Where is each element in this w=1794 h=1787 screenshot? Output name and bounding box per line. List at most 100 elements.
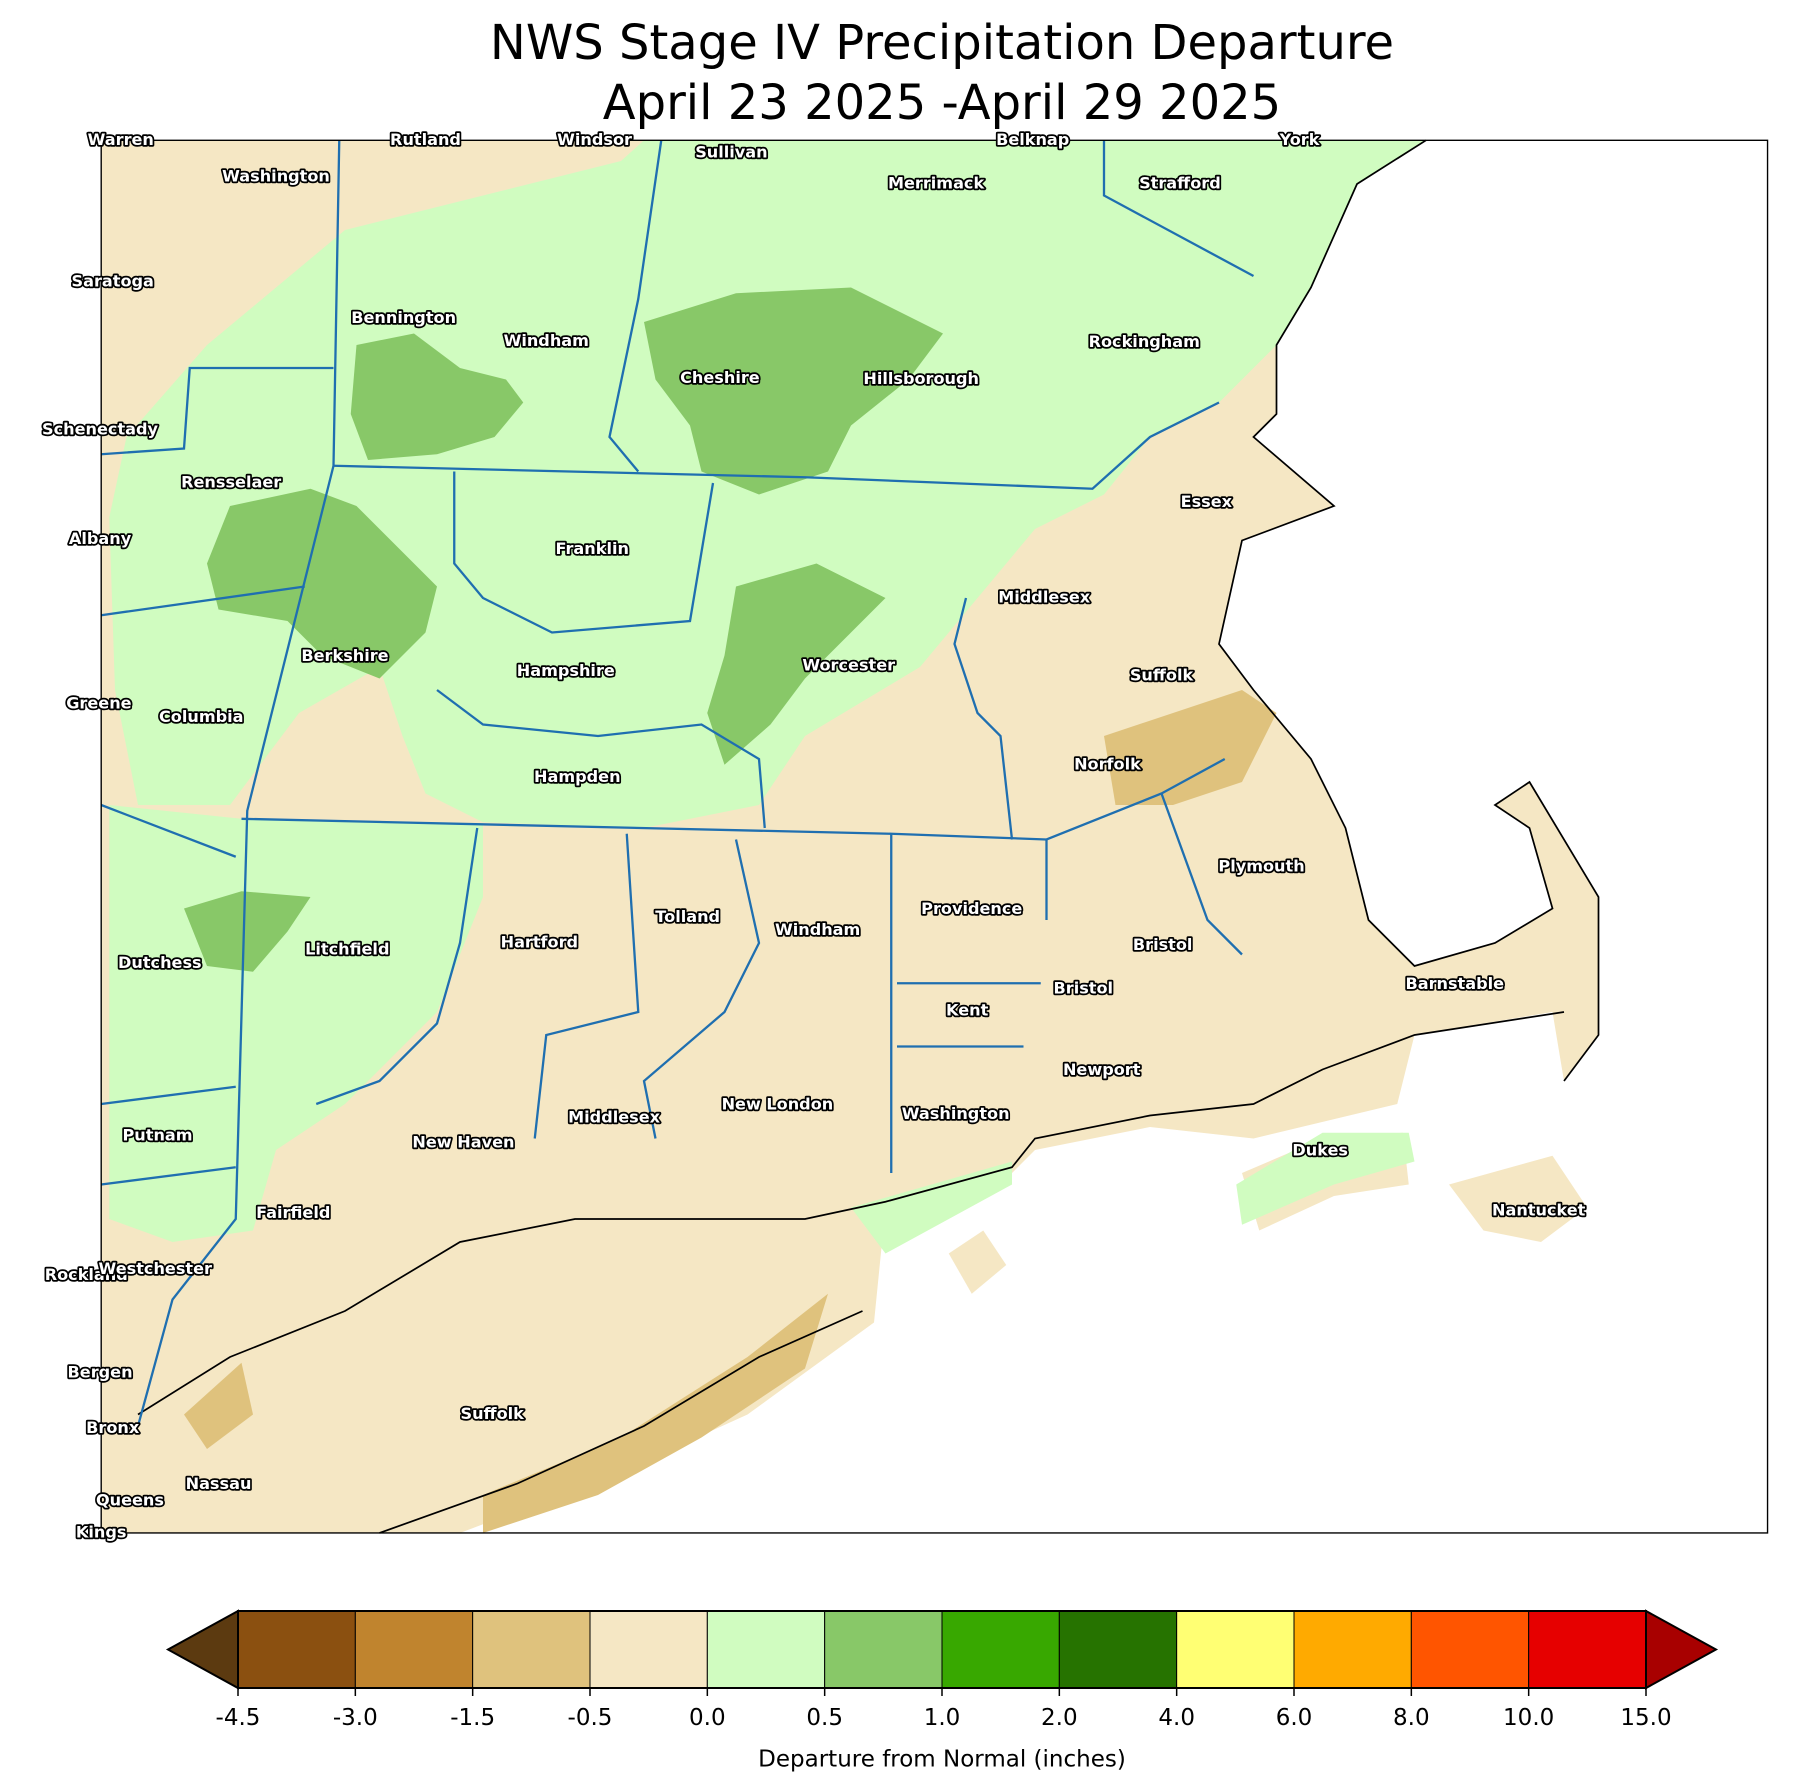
colorbar-segment — [1058, 1610, 1178, 1689]
island — [1449, 1155, 1587, 1242]
county-boundary — [101, 366, 334, 456]
county-label: Kent — [946, 1000, 989, 1019]
county-boundary — [436, 689, 766, 829]
dark-green-area — [707, 563, 886, 765]
map-frame — [100, 139, 1769, 1534]
county-label: Plymouth — [1218, 857, 1304, 876]
colorbar-tick-label: 4.0 — [1158, 1705, 1195, 1731]
colorbar-segment — [237, 1610, 356, 1689]
colorbar-tick-label: 0.5 — [806, 1705, 843, 1731]
county-label: Hartford — [501, 933, 578, 952]
county-label: Windham — [504, 331, 589, 350]
coastline — [137, 1011, 1565, 1416]
county-label: Merrimack — [888, 174, 985, 193]
county-label: Suffolk — [461, 1404, 526, 1423]
dark-green-area — [207, 488, 437, 679]
county-label: Franklin — [556, 539, 629, 558]
coastline — [379, 1310, 863, 1534]
county-label: Worcester — [802, 655, 895, 674]
county-label: Bronx — [86, 1418, 140, 1437]
county-boundary — [315, 827, 479, 1106]
county-label: York — [1279, 130, 1321, 149]
colorbar-tick-label: 2.0 — [1041, 1705, 1078, 1731]
colorbar-tick-label: 6.0 — [1276, 1705, 1313, 1731]
county-label: Bergen — [68, 1363, 133, 1382]
county-label: Cheshire — [680, 368, 760, 387]
county-label: Dukes — [1292, 1141, 1348, 1160]
county-boundary — [101, 1085, 236, 1106]
dark-green-area — [350, 333, 524, 460]
county-boundary — [101, 585, 305, 617]
colorbar-segment — [1528, 1610, 1647, 1689]
county-label: Tolland — [655, 907, 720, 926]
county-label: Berkshire — [301, 646, 388, 665]
county-label: Rockingham — [1089, 332, 1200, 351]
title-line: April 23 2025 -April 29 2025 — [603, 75, 1281, 131]
dry-area — [1104, 690, 1277, 805]
county-label: New London — [722, 1095, 834, 1114]
county-label: Westchester — [99, 1259, 212, 1278]
county-label: Bennington — [351, 308, 456, 327]
county-label: Putnam — [123, 1126, 193, 1145]
colorbar-tick-label: -1.5 — [450, 1705, 495, 1731]
county-label: Nassau — [186, 1474, 252, 1493]
colorbar-segment — [941, 1610, 1060, 1689]
state-boundary — [608, 140, 663, 473]
state-boundary — [333, 401, 1220, 490]
county-label: Middlesex — [568, 1107, 660, 1126]
county-label: Essex — [1181, 492, 1233, 511]
county-boundary — [101, 1166, 236, 1186]
colorbar-extend-low — [165, 1609, 239, 1690]
county-label: Rensselaer — [181, 473, 281, 492]
island — [948, 1230, 1007, 1294]
colorbar-tick-label: 15.0 — [1620, 1705, 1671, 1731]
colorbar-segment — [1176, 1610, 1295, 1689]
colorbar-tick-label: 10.0 — [1503, 1705, 1554, 1731]
county-label: Albany — [69, 529, 132, 548]
coastline — [1218, 139, 1600, 1082]
county-label: Rockland — [45, 1265, 128, 1284]
colorbar-segment — [589, 1610, 708, 1689]
colorbar-segment — [706, 1610, 826, 1689]
county-label: New Haven — [412, 1133, 514, 1152]
county-label: Windsor — [557, 130, 632, 149]
colorbar-segment — [1410, 1610, 1530, 1689]
county-label: Litchfield — [305, 939, 389, 958]
colorbar-extend-high — [1645, 1609, 1719, 1690]
county-label: Kings — [76, 1522, 127, 1541]
colorbar-segment — [354, 1610, 474, 1689]
dark-green-area — [184, 891, 311, 972]
state-boundary — [136, 140, 341, 1427]
dark-green-area — [644, 287, 943, 495]
county-boundary — [453, 471, 715, 634]
colorbar-tick-label: 0.0 — [689, 1705, 726, 1731]
state-boundary — [1102, 140, 1255, 278]
county-label: Belknap — [996, 130, 1069, 149]
county-boundary — [533, 833, 640, 1139]
colorbar-tick-label: 1.0 — [924, 1705, 961, 1731]
county-boundary — [642, 839, 761, 1139]
county-label: Rutland — [390, 130, 461, 149]
county-label: Hampden — [534, 767, 621, 786]
county-label: Bristol — [1054, 979, 1114, 998]
colorbar-tick-label: -0.5 — [568, 1705, 613, 1731]
county-label: Saratoga — [72, 271, 154, 290]
county-label: Hillsborough — [863, 369, 979, 388]
county-label: Sullivan — [695, 142, 767, 161]
map: Warren Rutland Windsor Sullivan Belknap York W… — [40, 128, 1769, 1543]
colorbar-tick-label: -4.5 — [216, 1705, 261, 1731]
county-label: Suffolk — [1130, 666, 1195, 685]
county-label: Queens — [96, 1490, 164, 1509]
colorbar: -4.5 -3.0 -1.5 -0.5 0.0 0.5 1.0 2.0 4.0 6.0 8.0 10.… — [165, 1609, 1719, 1731]
county-label: Providence — [921, 899, 1022, 918]
title-line: NWS Stage IV Precipitation Departure — [490, 15, 1394, 71]
county-label: Middlesex — [998, 588, 1090, 607]
colorbar-segment — [472, 1610, 591, 1689]
colorbar-segment — [824, 1610, 943, 1689]
county-boundary — [953, 597, 1014, 840]
county-label: Bristol — [1133, 935, 1193, 954]
county-label: Norfolk — [1074, 754, 1142, 773]
county-label: Washington — [222, 167, 330, 186]
colorbar-tick-label: -3.0 — [333, 1705, 378, 1731]
